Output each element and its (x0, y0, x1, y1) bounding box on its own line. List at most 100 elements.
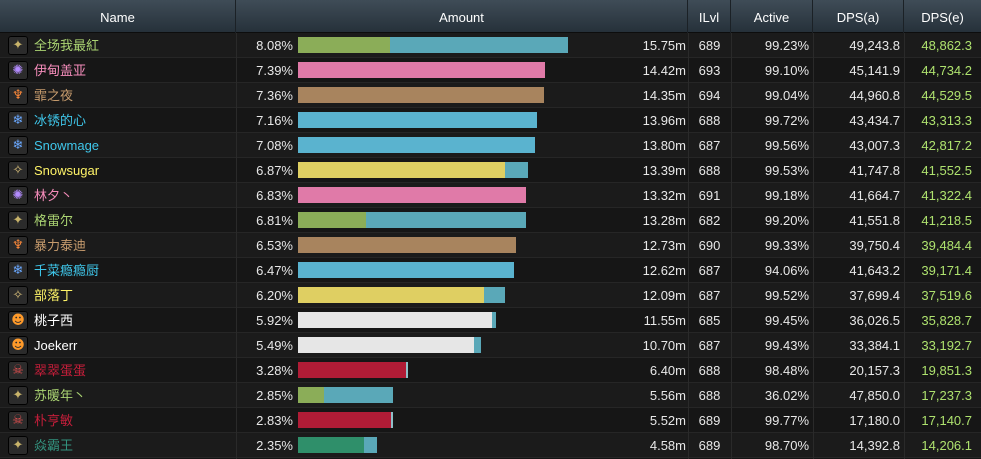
column-header-active[interactable]: Active (731, 0, 813, 33)
table-row[interactable]: ✦ 苏暖年丶 2.85% 5.56m 688 36.02% 47,850.0 17,237.3 (0, 383, 981, 408)
table-row[interactable]: ☻ 桃子西 5.92% 11.55m 685 99.45% 36,026.5 35,828.7 (0, 308, 981, 333)
dps-active: 17,180.0 (849, 413, 900, 428)
total-damage: 13.28m (642, 213, 686, 228)
damage-bar-segment (298, 287, 484, 303)
dps-effective: 48,862.3 (921, 38, 972, 53)
rogue-icon: ✦ (8, 211, 28, 230)
damage-percent: 7.36% (256, 88, 293, 103)
blood-icon: ☠ (8, 361, 28, 380)
total-damage: 13.96m (642, 113, 686, 128)
player-name[interactable]: 苏暖年丶 (34, 388, 87, 403)
player-name[interactable]: Snowmage (34, 138, 100, 153)
table-row[interactable]: ☻ Joekerr 5.49% 10.70m 687 99.43% 33,384.1 33,1… (0, 333, 981, 358)
table-row[interactable]: ☠ 翠翠蛋蛋 3.28% 6.40m 688 98.48% 20,157.3 19,851.3 (0, 358, 981, 383)
skull-icon-glyph: ☻ (11, 313, 25, 328)
player-name[interactable]: 部落丁 (34, 288, 74, 303)
dps-active: 33,384.1 (849, 338, 900, 353)
frost-icon-glyph: ❄ (12, 138, 24, 153)
dps-active: 41,551.8 (849, 213, 900, 228)
total-damage: 14.42m (642, 63, 686, 78)
player-name[interactable]: 全场我最紅 (34, 38, 100, 53)
player-name[interactable]: Joekerr (34, 338, 78, 353)
arcane-icon: ✺ (8, 61, 28, 80)
dps-active: 47,850.0 (849, 388, 900, 403)
table-row[interactable]: ✺ 林夕丶 6.83% 13.32m 691 99.18% 41,664.7 41,322.4 (0, 183, 981, 208)
dps-effective: 39,171.4 (921, 263, 972, 278)
skull-icon: ☻ (8, 336, 28, 355)
table-row[interactable]: ♆ 暴力泰迪 6.53% 12.73m 690 99.33% 39,750.4 39,484.… (0, 233, 981, 258)
active-time: 98.70% (764, 438, 809, 453)
skull-icon-glyph: ☻ (11, 338, 25, 353)
damage-bar-segment (298, 112, 537, 128)
damage-percent: 6.83% (256, 188, 293, 203)
total-damage: 6.40m (649, 363, 686, 378)
damage-percent: 6.47% (256, 263, 293, 278)
dps-active: 41,747.8 (849, 163, 900, 178)
table-row[interactable]: ✺ 伊甸盖亚 7.39% 14.42m 693 99.10% 45,141.9 44,734.… (0, 58, 981, 83)
column-header-name[interactable]: Name (0, 0, 236, 33)
player-name[interactable]: 冰锈的心 (34, 113, 87, 128)
table-row[interactable]: ✦ 全场我最紅 8.08% 15.75m 689 99.23% 49,243.8 48,862… (0, 33, 981, 58)
column-header-dps-e[interactable]: DPS(e) (921, 10, 964, 25)
active-time: 99.33% (764, 238, 809, 253)
total-damage: 4.58m (649, 438, 686, 453)
damage-percent: 3.28% (256, 363, 293, 378)
player-name[interactable]: 格雷尔 (34, 213, 74, 228)
damage-bar-segment (484, 287, 505, 303)
column-header-amount[interactable]: Amount (236, 0, 688, 33)
player-name[interactable]: 林夕丶 (34, 188, 74, 203)
item-level: 685 (698, 313, 721, 328)
damage-bar-segment (474, 337, 481, 353)
total-damage: 12.09m (642, 288, 686, 303)
active-time: 99.72% (764, 113, 809, 128)
column-header-dps-a[interactable]: DPS(a) (813, 0, 904, 33)
player-name[interactable]: 翠翠蛋蛋 (34, 363, 87, 378)
table-row[interactable]: ❄ 冰锈的心 7.16% 13.96m 688 99.72% 43,434.7 43,313.… (0, 108, 981, 133)
total-damage: 15.75m (642, 38, 686, 53)
player-name[interactable]: 朴亨敏 (34, 413, 74, 428)
damage-bar-segment (298, 237, 516, 253)
table-row[interactable]: ✦ 格雷尔 6.81% 13.28m 682 99.20% 41,551.8 41,218.5 (0, 208, 981, 233)
dps-active: 37,699.4 (849, 288, 900, 303)
damage-bar-segment (364, 437, 377, 453)
skull-icon: ☻ (8, 311, 28, 330)
active-time: 99.53% (764, 163, 809, 178)
table-row[interactable]: ✦ 焱霸王 2.35% 4.58m 689 98.70% 14,392.8 14,206.1 (0, 433, 981, 458)
player-name[interactable]: 暴力泰迪 (34, 238, 87, 253)
arcane-icon-glyph: ✺ (12, 63, 24, 78)
player-name[interactable]: 焱霸王 (34, 438, 74, 453)
rogue-icon-glyph: ✦ (12, 213, 24, 228)
active-time: 99.45% (764, 313, 809, 328)
frost-icon: ❄ (8, 111, 28, 130)
damage-bar-segment (298, 87, 544, 103)
table-row[interactable]: ✧ 部落丁 6.20% 12.09m 687 99.52% 37,699.4 37,519.6 (0, 283, 981, 308)
table-row[interactable]: ☠ 朴亨敏 2.83% 5.52m 689 99.77% 17,180.0 17,140.7 (0, 408, 981, 433)
dps-effective: 37,519.6 (921, 288, 972, 303)
player-name[interactable]: 霏之夜 (34, 88, 74, 103)
column-divider (731, 33, 732, 459)
damage-bar-segment (298, 62, 545, 78)
player-name[interactable]: Snowsugar (34, 163, 100, 178)
damage-bar-segment (406, 362, 408, 378)
player-name[interactable]: 伊甸盖亚 (34, 63, 87, 78)
active-time: 94.06% (764, 263, 809, 278)
damage-bar-segment (298, 437, 364, 453)
active-time: 36.02% (764, 388, 809, 403)
arcane-icon: ✺ (8, 186, 28, 205)
dps-active: 41,664.7 (849, 188, 900, 203)
table-row[interactable]: ❄ Snowmage 7.08% 13.80m 687 99.56% 43,007.3 42,… (0, 133, 981, 158)
rogue-icon: ✧ (8, 161, 28, 180)
column-header-ilvl[interactable]: ILvl (688, 0, 731, 33)
player-name[interactable]: 千菜瘾瘾厨 (34, 263, 100, 278)
table-row[interactable]: ❄ 千菜瘾瘾厨 6.47% 12.62m 687 94.06% 41,643.2 39,171… (0, 258, 981, 283)
table-row[interactable]: ✧ Snowsugar 6.87% 13.39m 688 99.53% 41,747.8 41… (0, 158, 981, 183)
total-damage: 5.56m (649, 388, 686, 403)
table-row[interactable]: ♆ 霏之夜 7.36% 14.35m 694 99.04% 44,960.8 44,529.5 (0, 83, 981, 108)
damage-bar-segment (298, 162, 505, 178)
total-damage: 13.80m (642, 138, 686, 153)
demon-icon-glyph: ♆ (12, 88, 24, 103)
total-damage: 5.52m (649, 413, 686, 428)
player-name[interactable]: 桃子西 (34, 313, 74, 328)
rogue-icon-glyph: ✧ (12, 288, 24, 303)
